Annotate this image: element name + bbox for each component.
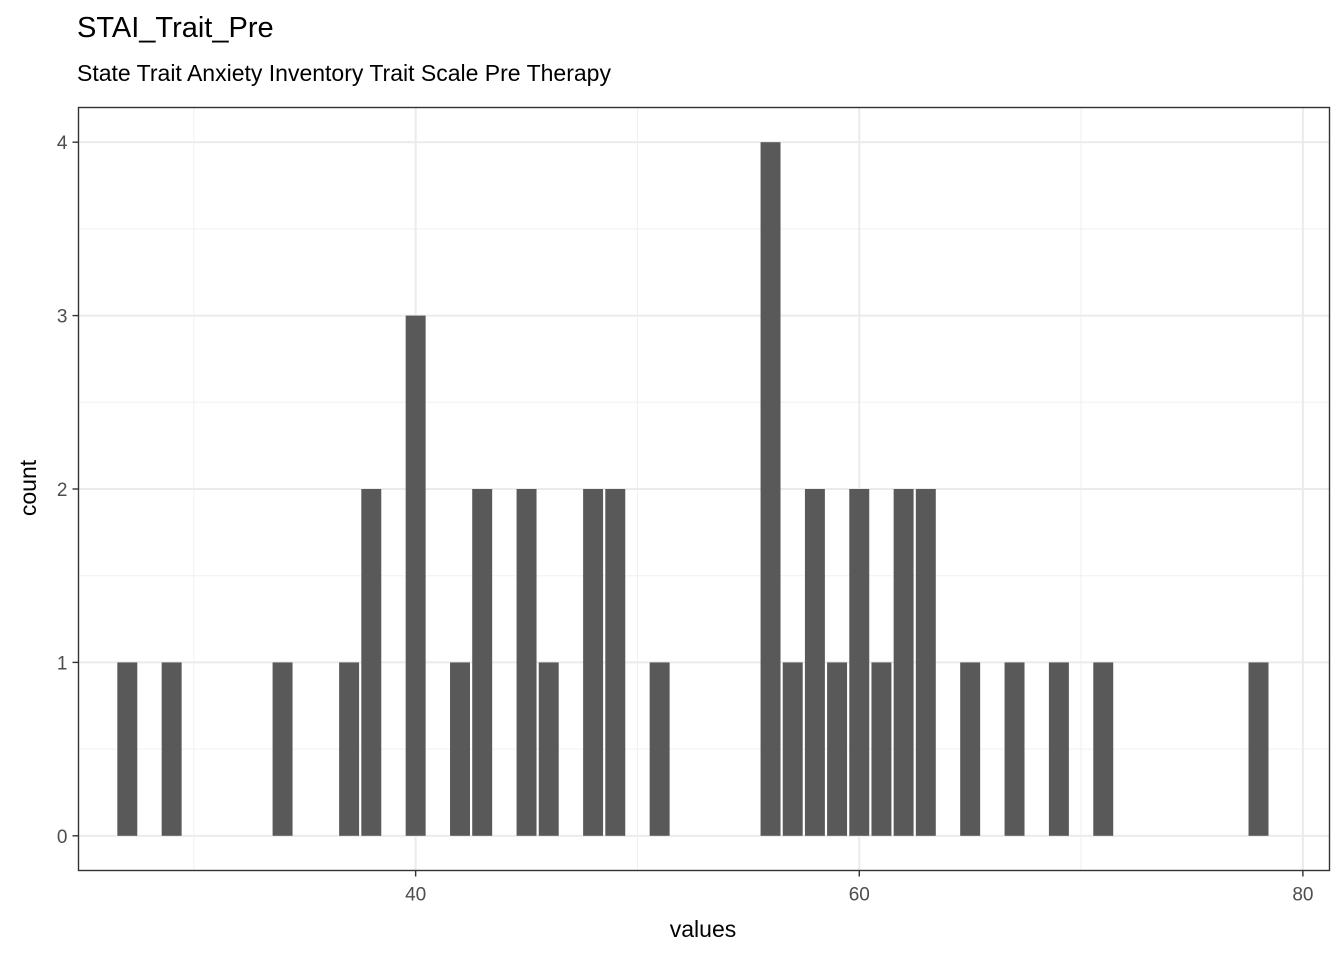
axes: 40 60 80 0 1 2 3 4: [57, 133, 1314, 905]
y-axis-title: count: [15, 459, 41, 516]
histogram-bar: [1093, 662, 1114, 836]
histogram-bar: [782, 662, 803, 836]
histogram-bar: [117, 662, 138, 836]
histogram-bar: [450, 662, 470, 836]
chart-title: STAI_Trait_Pre: [77, 12, 274, 44]
histogram-bar: [960, 662, 981, 836]
histogram-bar: [760, 142, 781, 836]
y-tick-label: 2: [57, 480, 68, 501]
histogram-bar: [605, 489, 626, 836]
histogram-bar: [361, 489, 382, 836]
bars: [117, 142, 1269, 836]
histogram-bar: [827, 662, 848, 836]
x-tick-label: 40: [405, 885, 426, 906]
histogram-bar: [915, 489, 936, 836]
histogram-bar: [1248, 662, 1269, 836]
histogram-bar: [649, 662, 670, 836]
grid-lines: [78, 107, 1330, 871]
histogram-bar: [804, 489, 825, 836]
histogram-bar: [538, 662, 559, 836]
histogram-bar: [516, 489, 537, 836]
chart-subtitle: State Trait Anxiety Inventory Trait Scal…: [77, 60, 611, 86]
histogram-bar: [1004, 662, 1025, 836]
histogram-bar: [472, 489, 493, 836]
histogram-bar: [405, 315, 426, 836]
y-tick-label: 3: [57, 307, 68, 328]
y-tick-label: 1: [57, 653, 68, 674]
histogram-bar: [339, 662, 360, 836]
y-tick-label: 0: [57, 827, 68, 848]
histogram-bar: [849, 489, 870, 836]
histogram-bar: [893, 489, 914, 836]
histogram-bar: [871, 662, 892, 836]
histogram-bar: [583, 489, 604, 836]
x-tick-label: 60: [849, 885, 870, 906]
histogram-bar: [1048, 662, 1069, 836]
histogram-bar: [272, 662, 293, 836]
x-tick-label: 80: [1292, 885, 1313, 906]
y-tick-label: 4: [57, 133, 68, 154]
x-axis-title: values: [670, 916, 736, 942]
histogram-bar: [161, 662, 182, 836]
